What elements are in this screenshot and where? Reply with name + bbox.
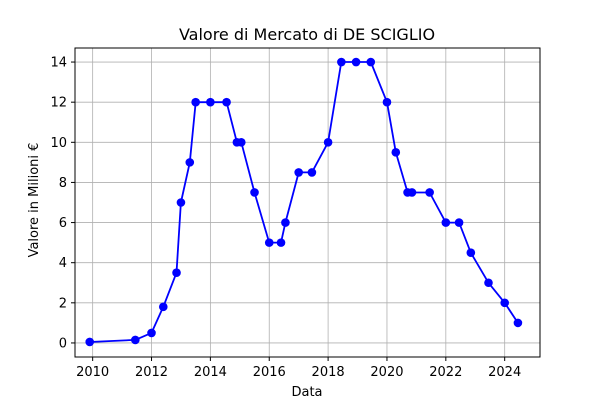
y-tick-label: 0: [59, 336, 67, 351]
data-point: [391, 148, 401, 157]
data-point: [337, 57, 346, 67]
x-tick-label: 2024: [488, 365, 521, 380]
data-point: [454, 218, 464, 227]
y-tick-label: 8: [59, 176, 67, 191]
x-tick-label: 2012: [135, 365, 168, 380]
chart-title: Valore di Mercato di DE SCIGLIO: [179, 25, 435, 44]
data-point: [351, 57, 361, 67]
data-point: [276, 238, 286, 247]
data-point: [281, 218, 290, 227]
x-axis-label: Data: [291, 385, 322, 400]
data-point: [147, 328, 156, 338]
x-tick-label: 2020: [370, 365, 403, 380]
data-point: [250, 188, 259, 197]
y-tick-label: 14: [50, 56, 67, 71]
data-point: [500, 298, 509, 308]
data-point: [236, 138, 246, 147]
data-point: [172, 268, 181, 278]
data-point: [323, 138, 333, 147]
x-tick-label: 2010: [76, 365, 109, 380]
data-point: [176, 198, 186, 207]
data-point: [307, 168, 317, 177]
x-tick-label: 2014: [194, 365, 227, 380]
data-point: [206, 97, 215, 107]
data-point: [222, 97, 231, 107]
x-tick-label: 2016: [253, 365, 286, 380]
data-point: [158, 302, 168, 312]
data-point: [366, 57, 376, 67]
y-tick-label: 4: [59, 256, 67, 271]
data-point: [131, 335, 140, 345]
data-point: [466, 248, 476, 257]
y-axis-label: Valore in Milioni €: [27, 143, 42, 258]
x-tick-label: 2018: [312, 365, 345, 380]
data-point: [425, 188, 434, 197]
y-tick-label: 6: [59, 216, 67, 231]
data-point: [513, 318, 523, 328]
data-point: [85, 337, 95, 347]
y-tick-label: 10: [50, 136, 67, 151]
x-tick-label: 2022: [429, 365, 462, 380]
data-point: [441, 218, 451, 227]
data-point: [185, 158, 195, 167]
series-layer: [85, 57, 523, 347]
plot-frame: [74, 47, 541, 358]
data-point: [484, 278, 493, 288]
data-point: [407, 188, 417, 197]
y-tick-label: 2: [59, 296, 67, 311]
data-point: [191, 97, 200, 107]
y-tick-label: 12: [50, 96, 67, 111]
data-point: [294, 168, 303, 177]
data-point: [382, 97, 392, 107]
data-point: [264, 238, 274, 247]
axis-ticks: 2010 2012 2014 2016 2018 2020 2022 2024 0 2 4 6 8 10 1…: [50, 56, 521, 380]
